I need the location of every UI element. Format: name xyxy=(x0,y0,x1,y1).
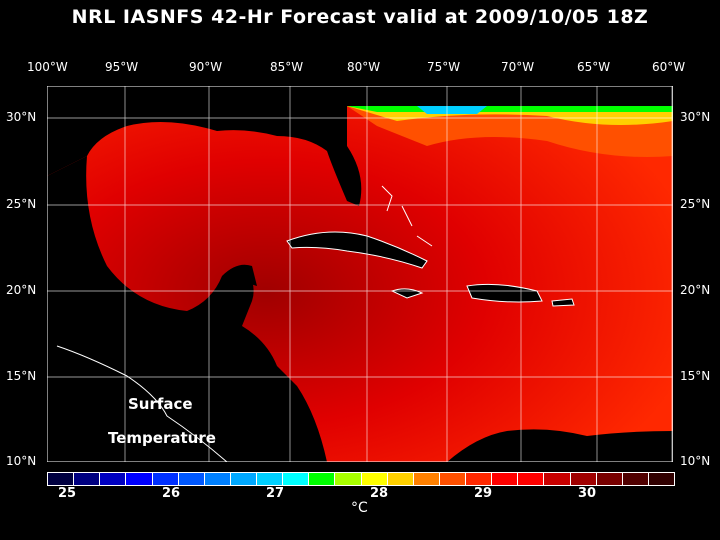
lat-label-left: 15°N xyxy=(6,369,37,383)
colorbar-tick: 26 xyxy=(162,486,181,501)
land-mexico-central-america xyxy=(47,156,327,462)
colorbar-swatch xyxy=(335,473,361,485)
colorbar-tick: 29 xyxy=(474,486,493,501)
lat-label-right: 10°N xyxy=(680,454,711,468)
lat-label-right: 25°N xyxy=(680,197,711,211)
islands-bahamas xyxy=(381,185,433,247)
colorbar-swatch xyxy=(518,473,544,485)
colorbar-tick: 28 xyxy=(370,486,389,501)
lat-label-left: 20°N xyxy=(6,283,37,297)
lat-label-right: 30°N xyxy=(680,110,711,124)
colorbar-swatch xyxy=(387,473,413,485)
colorbar-tick: 30 xyxy=(578,486,597,501)
colorbar-unit: °C xyxy=(351,500,368,516)
lon-label: 60°W xyxy=(652,60,686,74)
lon-label: 70°W xyxy=(501,60,535,74)
lat-label-left: 30°N xyxy=(6,110,37,124)
map-title: NRL IASNFS 42-Hr Forecast valid at 2009/… xyxy=(71,6,649,28)
map-label-temperature: Temperature xyxy=(108,429,216,447)
lon-label: 75°W xyxy=(427,60,461,74)
colorbar-swatch xyxy=(596,473,622,485)
lon-label: 85°W xyxy=(270,60,304,74)
colorbar-swatch xyxy=(100,473,126,485)
land-south-america xyxy=(447,429,673,462)
cold-patch xyxy=(417,106,487,114)
lon-label: 80°W xyxy=(347,60,381,74)
lat-label-right: 15°N xyxy=(680,369,711,383)
coolest-band xyxy=(347,106,673,112)
colorbar-swatch xyxy=(257,473,283,485)
land-hispaniola xyxy=(466,283,543,303)
colorbar-tick: 25 xyxy=(58,486,77,501)
colorbar-swatch xyxy=(283,473,309,485)
lon-label: 90°W xyxy=(189,60,223,74)
graticule xyxy=(47,86,673,462)
colorbar-swatch xyxy=(570,473,596,485)
colorbar-swatch xyxy=(126,473,152,485)
colorbar-swatch xyxy=(48,473,74,485)
colorbar-swatch xyxy=(178,473,204,485)
colorbar-swatch xyxy=(492,473,518,485)
colorbar-swatch xyxy=(648,473,674,485)
lat-label-left: 25°N xyxy=(6,197,37,211)
lat-label-left: 10°N xyxy=(6,454,37,468)
colorbar-swatch xyxy=(230,473,256,485)
land-puerto-rico xyxy=(551,298,575,307)
map-label-surface: Surface xyxy=(128,395,193,413)
colorbar-swatch xyxy=(152,473,178,485)
colorbar-swatch xyxy=(309,473,335,485)
colorbar-swatch xyxy=(413,473,439,485)
colorbar xyxy=(47,472,675,486)
colorbar-swatch xyxy=(622,473,648,485)
sst-map xyxy=(47,86,673,462)
colorbar-swatch xyxy=(74,473,100,485)
lat-label-right: 20°N xyxy=(680,283,711,297)
land-usa xyxy=(47,86,673,206)
country-border xyxy=(56,345,228,462)
colorbar-swatch xyxy=(544,473,570,485)
lon-label: 100°W xyxy=(27,60,68,74)
colorbar-swatch xyxy=(204,473,230,485)
land-cuba xyxy=(286,231,428,269)
colorbar-tick: 27 xyxy=(266,486,285,501)
lon-label: 65°W xyxy=(577,60,611,74)
colorbar-swatch xyxy=(361,473,387,485)
lon-label: 95°W xyxy=(105,60,139,74)
land-yucatan xyxy=(222,264,257,286)
colorbar-swatch xyxy=(439,473,465,485)
colorbar-swatch xyxy=(466,473,492,485)
